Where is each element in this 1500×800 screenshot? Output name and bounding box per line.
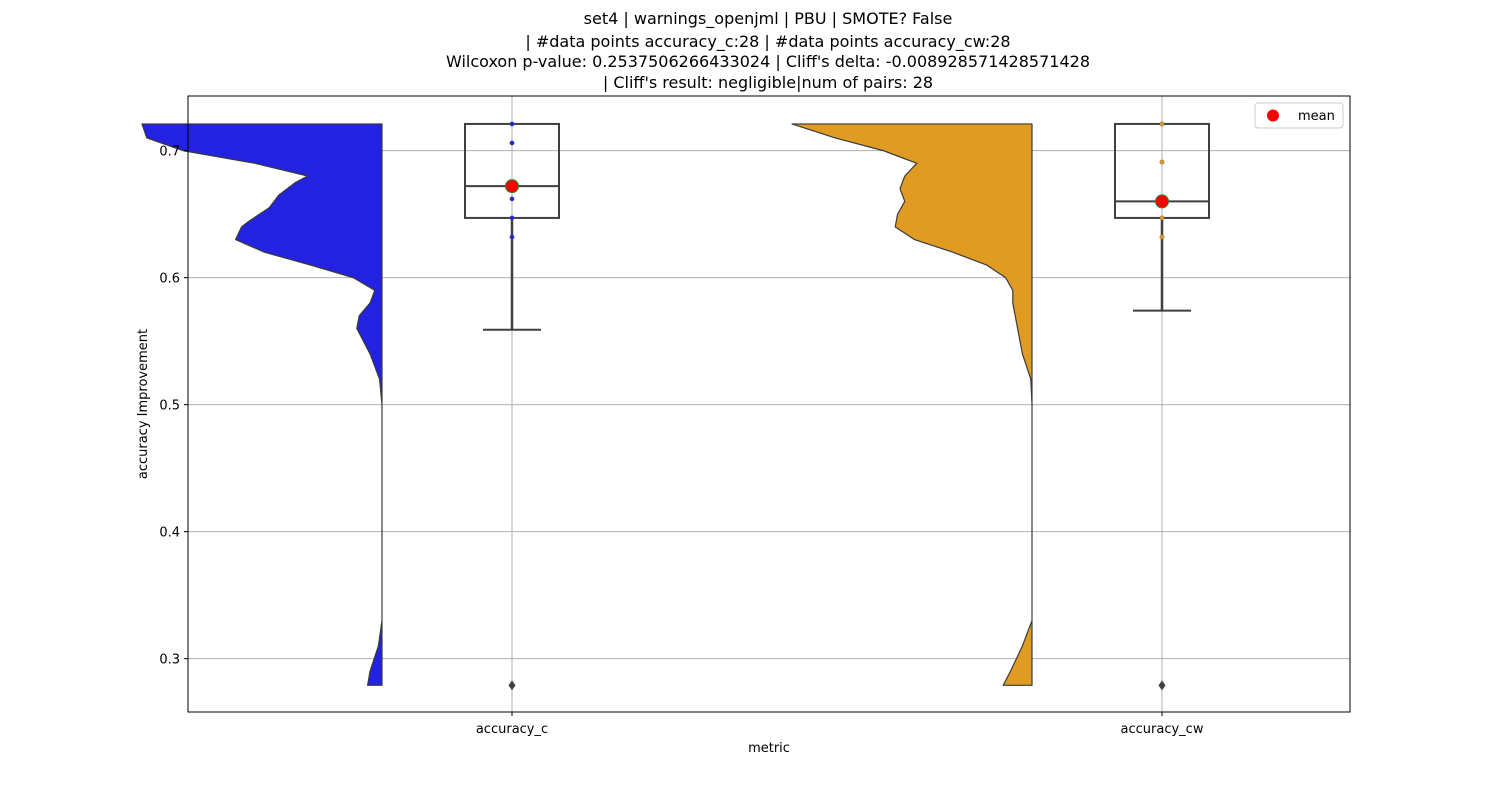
point-accuracy_cw	[1159, 215, 1165, 221]
data-points	[505, 121, 1169, 240]
point-accuracy_c	[509, 121, 515, 127]
chart-title: set4 | warnings_openjml | PBU | SMOTE? F…	[446, 9, 1090, 92]
title-line-2: | #data points accuracy_c:28 | #data poi…	[525, 32, 1010, 52]
x-axis-label: metric	[748, 741, 790, 756]
violin-accuracy_c	[141, 123, 383, 686]
y-axis: 0.3 0.4 0.5 0.6 0.7	[159, 145, 188, 668]
point-accuracy_c	[509, 234, 515, 240]
point-accuracy_c	[509, 215, 515, 221]
mean-marker-accuracy_c	[505, 179, 519, 194]
x-axis: accuracy_c accuracy_cw	[476, 712, 1204, 737]
outlier-accuracy_cw	[1158, 680, 1166, 691]
legend: mean	[1254, 102, 1344, 129]
y-tick-label: 0.3	[159, 653, 180, 668]
title-line-4: | Cliff's result: negligible|num of pair…	[603, 73, 933, 92]
axes-frame	[187, 95, 1351, 713]
y-tick-label: 0.6	[159, 272, 180, 287]
plot-area	[141, 95, 1351, 713]
y-tick-label: 0.7	[159, 145, 180, 160]
title-line-3: Wilcoxon p-value: 0.2537506266433024 | C…	[446, 52, 1090, 71]
y-tick-label: 0.5	[159, 399, 180, 414]
violins	[141, 123, 1033, 686]
x-tick-label: accuracy_c	[476, 722, 548, 737]
point-accuracy_cw	[1159, 234, 1165, 240]
point-accuracy_cw	[1159, 121, 1165, 127]
legend-mean-label: mean	[1298, 109, 1335, 124]
y-tick-label: 0.4	[159, 526, 180, 541]
point-accuracy_cw	[1159, 159, 1165, 165]
violin-accuracy_cw	[791, 123, 1033, 686]
x-tick-label: accuracy_cw	[1121, 722, 1204, 737]
outlier-accuracy_c	[508, 680, 516, 691]
point-accuracy_c	[509, 140, 515, 146]
mean-marker-accuracy_cw	[1155, 194, 1169, 209]
legend-box	[1254, 102, 1344, 129]
title-line-1: set4 | warnings_openjml | PBU | SMOTE? F…	[584, 9, 953, 29]
y-axis-label: accuracy Improvement	[136, 329, 151, 479]
point-accuracy_c	[509, 196, 515, 202]
legend-mean-marker	[1267, 109, 1279, 122]
